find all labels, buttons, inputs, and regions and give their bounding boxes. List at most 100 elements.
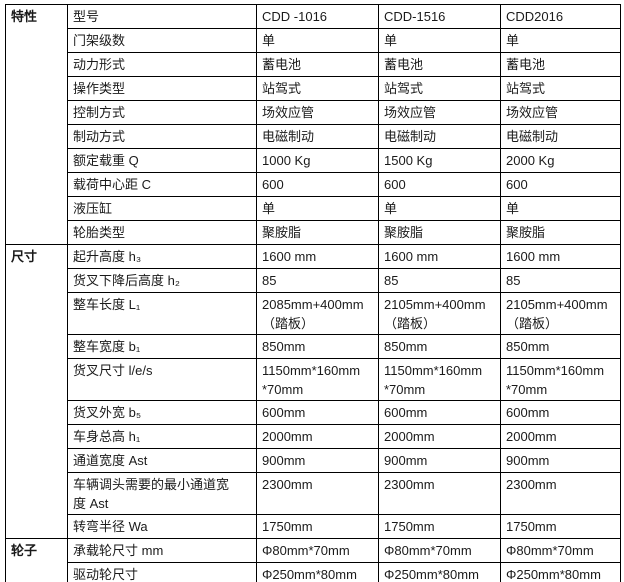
value-cell: 2000mm [500,424,621,449]
value-cell: Φ80mm*70mm [500,538,621,563]
value-cell: 900mm [256,448,379,473]
table-row: 载荷中心距 C 600 600 600 [6,172,621,197]
value-cell: 600mm [256,400,379,425]
table-row: 操作类型 站驾式 站驾式 站驾式 [6,76,621,101]
value-cell: 聚胺脂 [500,220,621,245]
value-cell: CDD -1016 [256,4,379,29]
param-cell: 转弯半径 Wa [67,514,257,539]
param-cell: 整车长度 L₁ [67,292,257,335]
value-cell: 600 [500,172,621,197]
section-label: 尺寸 [5,244,68,539]
value-cell: Φ250mm*80mm [378,562,501,582]
value-cell: 900mm [378,448,501,473]
value-cell: 站驾式 [378,76,501,101]
table-row: 货叉下降后高度 h₂ 85 85 85 [6,268,621,293]
value-cell: 600mm [378,400,501,425]
table-row: 货叉尺寸 l/e/s 1150mm*160mm *70mm 1150mm*160mm… [6,358,621,401]
table-row: 车辆调头需要的最小通道宽 度 Ast 2300mm 2300mm 2300mm [6,472,621,515]
param-cell: 操作类型 [67,76,257,101]
param-cell: 液压缸 [67,196,257,221]
param-cell: 货叉下降后高度 h₂ [67,268,257,293]
param-cell: 承载轮尺寸 mm [67,538,257,563]
value-cell: 600 [256,172,379,197]
value-cell: 2105mm+400mm （踏板） [378,292,501,335]
value-cell: CDD-1516 [378,4,501,29]
value-cell: 2300mm [500,472,621,515]
table-row: 制动方式 电磁制动 电磁制动 电磁制动 [6,124,621,149]
value-cell: 蓄电池 [256,52,379,77]
value-cell: 85 [500,268,621,293]
value-cell: 600mm [500,400,621,425]
value-cell: 85 [378,268,501,293]
value-cell: Φ250mm*80mm [256,562,379,582]
section-label: 特性 [5,4,68,245]
param-cell: 制动方式 [67,124,257,149]
value-cell: 850mm [500,334,621,359]
table-row: 轮胎类型 聚胺脂 聚胺脂 聚胺脂 [6,220,621,245]
table-row: 轮子 承载轮尺寸 mm Φ80mm*70mm Φ80mm*70mm Φ80mm*70mm [5,538,621,582]
param-cell: 货叉外宽 b₅ [67,400,257,425]
spec-table: 特性 型号 CDD -1016 CDD-1516 CDD2016 门架级数单单单动力形式蓄… [5,4,621,582]
value-cell: 1750mm [256,514,379,539]
param-cell: 通道宽度 Ast [67,448,257,473]
param-cell: 轮胎类型 [67,220,257,245]
param-cell: 额定载重 Q [67,148,257,173]
value-cell: 场效应管 [256,100,379,125]
table-row: 尺寸 起升高度 h₃ 1600 mm 1600 mm 1600 mm [5,244,621,539]
value-cell: 蓄电池 [500,52,621,77]
value-cell: 1600 mm [500,244,621,269]
table-row: 额定载重 Q 1000 Kg 1500 Kg 2000 Kg [6,148,621,173]
value-cell: 单 [500,196,621,221]
table-row: 整车宽度 b₁ 850mm 850mm 850mm [6,334,621,359]
value-cell: 2000 Kg [500,148,621,173]
value-cell: Φ250mm*80mm [500,562,621,582]
table-row: 动力形式 蓄电池 蓄电池 蓄电池 [6,52,621,77]
param-cell: 起升高度 h₃ [67,244,257,269]
value-cell: 电磁制动 [500,124,621,149]
value-cell: CDD2016 [500,4,621,29]
value-cell: 1600 mm [256,244,379,269]
value-cell: 电磁制动 [256,124,379,149]
value-cell: Φ80mm*70mm [256,538,379,563]
table-row: 液压缸单单单 [6,196,621,221]
table-row: 整车长度 L₁ 2085mm+400mm （踏板） 2105mm+400mm （踏板… [6,292,621,335]
value-cell: 聚胺脂 [256,220,379,245]
value-cell: 单 [378,28,501,53]
value-cell: 单 [256,28,379,53]
value-cell: 单 [378,196,501,221]
value-cell: 900mm [500,448,621,473]
param-cell: 车身总高 h₁ [67,424,257,449]
param-cell: 整车宽度 b₁ [67,334,257,359]
table-row: 门架级数单单单 [6,28,621,53]
value-cell: 聚胺脂 [378,220,501,245]
table-row: 通道宽度 Ast 900mm 900mm 900mm [6,448,621,473]
table-row: 驱动轮尺寸 Φ250mm*80mm Φ250mm*80mm Φ250mm*80mm [6,562,621,582]
table-row: 控制方式 场效应管 场效应管 场效应管 [6,100,621,125]
value-cell: 2085mm+400mm （踏板） [256,292,379,335]
value-cell: 1150mm*160mm *70mm [256,358,379,401]
value-cell: 1600 mm [378,244,501,269]
param-cell: 驱动轮尺寸 [67,562,257,582]
value-cell: 600 [378,172,501,197]
value-cell: 2300mm [378,472,501,515]
param-cell: 动力形式 [67,52,257,77]
value-cell: 2300mm [256,472,379,515]
value-cell: 85 [256,268,379,293]
table-row: 特性 型号 CDD -1016 CDD-1516 CDD2016 [5,4,621,245]
param-cell: 门架级数 [67,28,257,53]
value-cell: 2000mm [378,424,501,449]
value-cell: 2000mm [256,424,379,449]
value-cell: 1750mm [378,514,501,539]
value-cell: 单 [256,196,379,221]
value-cell: 850mm [378,334,501,359]
value-cell: 场效应管 [500,100,621,125]
spec-table-body: 特性 型号 CDD -1016 CDD-1516 CDD2016 门架级数单单单动力形式蓄… [5,4,621,582]
section-label: 轮子 [5,538,68,582]
param-cell: 载荷中心距 C [67,172,257,197]
table-row: 转弯半径 Wa 1750mm 1750mm 1750mm [6,514,621,539]
value-cell: Φ80mm*70mm [378,538,501,563]
param-cell: 货叉尺寸 l/e/s [67,358,257,401]
value-cell: 蓄电池 [378,52,501,77]
value-cell: 1750mm [500,514,621,539]
